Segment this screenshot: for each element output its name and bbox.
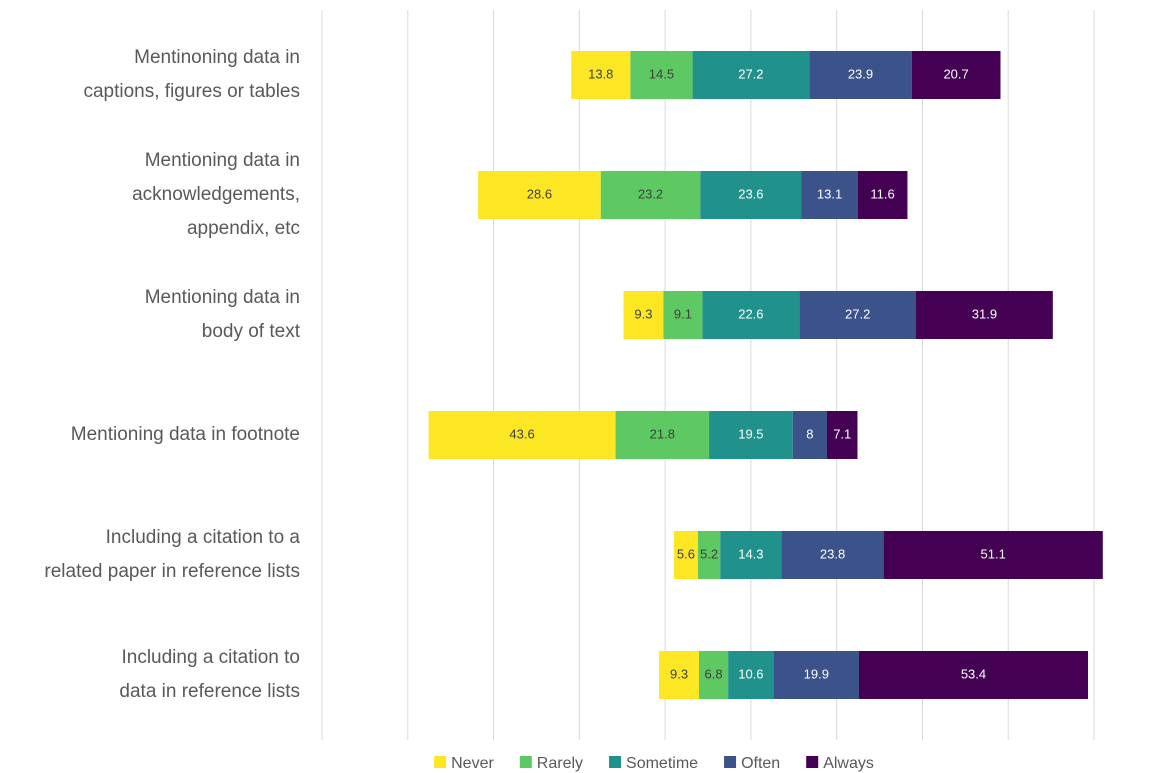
bar-segment [728,651,774,699]
data-label: 11.6 [870,186,894,201]
bar-segment [792,411,828,459]
data-label: 31.9 [972,306,997,321]
legend: Never Rarely Sometime Often Always [434,755,874,772]
bar-segment [478,171,601,219]
bar-segment [827,411,858,459]
bar-segment [630,51,693,99]
data-label: 5.2 [700,546,718,561]
category-label: Including a citation to a related paper i… [44,527,300,582]
bar-segment [781,531,884,579]
category-label: Mentioning data in body of text [145,287,301,342]
bar-segment [623,291,664,339]
legend-label: Sometime [626,755,698,772]
data-label: 23.6 [738,186,763,201]
data-label: 23.2 [638,186,663,201]
category-label: Including a citation to data in reference… [119,647,300,702]
data-label: 27.2 [845,306,870,321]
data-label: 43.6 [509,426,534,441]
data-label: 21.8 [650,426,675,441]
legend-swatch [519,756,532,768]
data-label: 9.1 [674,306,692,321]
bar-segment [673,531,698,579]
data-label: 7.1 [833,426,851,441]
data-label: 6.8 [705,666,723,681]
bar-segment [571,51,631,99]
data-label: 22.6 [738,306,763,321]
bar-segment [857,171,908,219]
data-label: 19.9 [804,666,829,681]
data-label: 20.7 [943,66,968,81]
bar-segment [883,531,1103,579]
legend-swatch [609,756,622,768]
data-label: 19.5 [738,426,763,441]
bar-segment [809,51,912,99]
data-label: 23.9 [848,66,873,81]
bar-segment [720,531,782,579]
data-label: 13.8 [588,66,613,81]
data-label: 14.5 [649,66,674,81]
bar-segment [700,171,802,219]
data-label: 27.2 [738,66,763,81]
legend-swatch [806,756,819,768]
bar-segment [799,291,917,339]
category-label: Mentinoning data in captions, figures or … [83,47,300,102]
data-label: 5.6 [677,546,695,561]
bar-segment [702,291,800,339]
data-label: 23.8 [820,546,845,561]
data-label: 51.1 [981,546,1006,561]
bar-segment [428,411,616,459]
data-label: 9.3 [670,666,688,681]
bar-segment [911,51,1001,99]
data-label: 8 [806,426,813,441]
data-label: 28.6 [527,186,552,201]
data-label: 13.1 [817,186,842,201]
bar-segment [773,651,859,699]
bar-segment [698,651,729,699]
legend-label: Never [451,755,494,772]
bar-segment [663,291,703,339]
legend-label: Rarely [537,755,583,772]
bar-segment [659,651,699,699]
bar-segment [801,171,858,219]
bar-segment [600,171,701,219]
bar-segment [916,291,1053,339]
legend-swatch [434,756,447,768]
legend-swatch [724,756,737,768]
category-label: Mentioning data in footnote [71,424,300,445]
data-label: 53.4 [961,666,986,681]
bar-segment [697,531,721,579]
legend-label: Often [741,755,780,772]
data-label: 10.6 [738,666,763,681]
bar-segment [858,651,1088,699]
legend-label: Always [823,755,874,772]
data-label: 14.3 [738,546,763,561]
data-label: 9.3 [634,306,652,321]
bar-segment [692,51,810,99]
bar-segment [615,411,710,459]
category-label: Mentioning data in acknowledgements, appen… [132,150,300,239]
bar-segment [709,411,793,459]
